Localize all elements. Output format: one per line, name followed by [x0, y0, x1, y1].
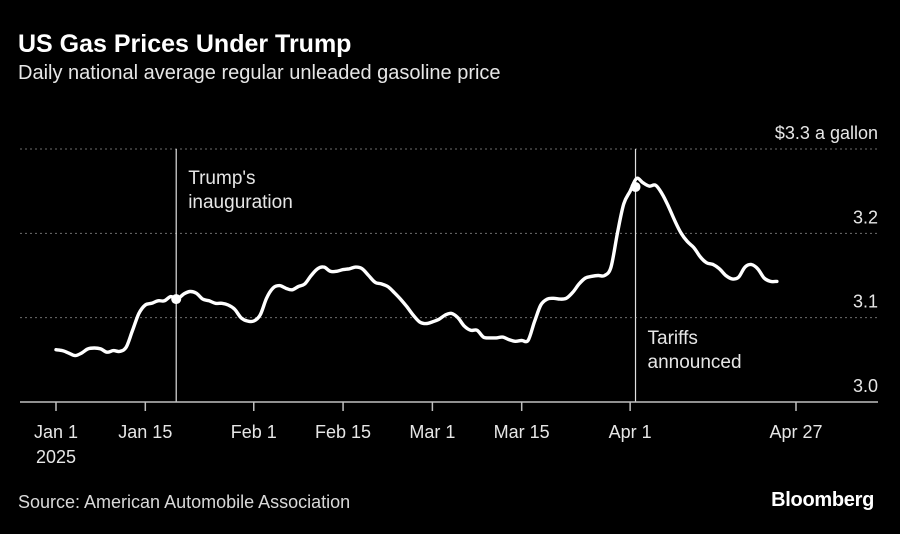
- chart-title: US Gas Prices Under Trump: [18, 30, 352, 58]
- annotation-label: Tariffs: [648, 328, 698, 349]
- annotation-marker: [171, 294, 182, 305]
- x-tick-label: Apr 1: [609, 422, 652, 442]
- bloomberg-logo: Bloomberg: [771, 489, 874, 511]
- x-axis: Jan 1 2025 Jan 15 Feb 1 Feb 15 Mar 1 Mar 15 Apr…: [20, 401, 878, 467]
- annotation-label: announced: [648, 352, 742, 373]
- x-tick-label: Feb 1: [231, 422, 277, 442]
- y-tick-label: 3.2: [853, 207, 878, 227]
- source-note: Source: American Automobile Association: [18, 492, 351, 512]
- chart-subtitle: Daily national average regular unleaded …: [18, 62, 501, 84]
- x-tick-label: Feb 15: [315, 422, 371, 442]
- annotation-label: inauguration: [188, 192, 293, 213]
- y-axis: 3.0 3.1 3.2 $3.3 a gallon: [775, 123, 878, 396]
- price-series: [54, 176, 779, 358]
- y-tick-label: 3.1: [853, 292, 878, 312]
- x-tick-label: Mar 15: [494, 422, 550, 442]
- annotation-marker: [630, 181, 641, 192]
- x-tick-sublabel: 2025: [36, 447, 76, 467]
- y-tick-label: 3.0: [853, 376, 878, 396]
- gridlines: [20, 148, 878, 319]
- x-tick-label: Jan 15: [118, 422, 172, 442]
- x-tick-label: Apr 27: [769, 422, 822, 442]
- annotation-label: Trump's: [188, 168, 255, 189]
- y-tick-label: $3.3 a gallon: [775, 123, 878, 143]
- x-tick-label: Mar 1: [409, 422, 455, 442]
- x-tick-label: Jan 1: [34, 422, 78, 442]
